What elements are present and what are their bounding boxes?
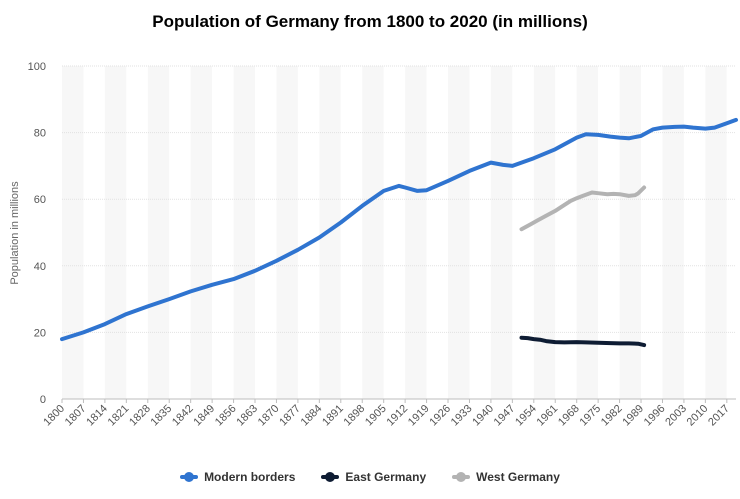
plot-band [512, 66, 534, 399]
plot-band [705, 66, 727, 399]
plot-band [62, 66, 84, 399]
x-tick-label: 1835 [149, 403, 175, 429]
x-tick-label: 1940 [470, 403, 496, 429]
legend-label: Modern borders [204, 470, 296, 484]
legend: Modern borders East Germany West Germany [0, 470, 740, 484]
x-tick-label: 1800 [41, 403, 67, 429]
plot-band [490, 66, 513, 399]
legend-item-modern-borders[interactable]: Modern borders [180, 470, 295, 484]
x-tick-label: 1807 [63, 403, 89, 429]
x-tick-label: 1884 [299, 403, 325, 429]
plot-band [619, 66, 642, 399]
plot-band [683, 66, 706, 399]
x-tick-label: 1870 [256, 403, 282, 429]
plot-band [104, 66, 127, 399]
x-tick-label: 1961 [535, 403, 561, 429]
x-tick-label: 2003 [663, 403, 689, 429]
legend-swatch [452, 472, 471, 482]
chart-title: Population of Germany from 1800 to 2020 … [152, 12, 588, 31]
plot-band [362, 66, 384, 399]
plot-band [598, 66, 620, 399]
plot-band [469, 66, 491, 399]
plot-band [662, 66, 684, 399]
x-tick-label: 1996 [642, 403, 668, 429]
x-tick-label: 1968 [556, 403, 582, 429]
legend-swatch [180, 472, 199, 482]
x-tick-label: 2010 [685, 403, 711, 429]
plot-band [383, 66, 406, 399]
y-tick-label: 60 [34, 194, 46, 206]
legend-label: East Germany [345, 470, 427, 484]
x-tick-label: 1891 [320, 403, 346, 429]
y-tick-label: 40 [34, 261, 46, 273]
y-axis-ticks: 0 20 40 60 80 100 [28, 61, 46, 406]
x-tick-label: 1842 [170, 403, 196, 429]
plot-band [641, 66, 663, 399]
x-tick-label: 2017 [706, 403, 732, 429]
x-tick-label: 1849 [191, 403, 217, 429]
y-tick-label: 80 [34, 128, 46, 140]
legend-label: West Germany [476, 470, 560, 484]
plot-band [340, 66, 363, 399]
plot-band [255, 66, 277, 399]
plot-band [576, 66, 599, 399]
x-tick-label: 1954 [513, 403, 539, 429]
series-line-modern-borders [60, 117, 738, 342]
plot-band [83, 66, 105, 399]
x-tick-label: 1982 [599, 403, 625, 429]
x-tick-label: 1863 [234, 403, 260, 429]
x-tick-label: 1898 [342, 403, 368, 429]
legend-swatch [321, 472, 340, 482]
series-line-west-germany [519, 185, 647, 232]
legend-item-west-germany[interactable]: West Germany [452, 470, 560, 484]
plot-band [297, 66, 320, 399]
plot-band [448, 66, 470, 399]
x-tick-label: 1912 [384, 403, 410, 429]
plot-band [147, 66, 170, 399]
y-tick-label: 0 [40, 394, 46, 406]
gridlines [62, 65, 736, 400]
series-line-east-germany [519, 335, 647, 348]
y-tick-label: 100 [28, 61, 46, 73]
x-axis-ticks: 1800180718141821182818351842184918561863… [41, 399, 732, 428]
x-tick-label: 1989 [620, 403, 646, 429]
plot-band [126, 66, 148, 399]
plot-band [190, 66, 213, 399]
plot-band [319, 66, 341, 399]
x-tick-label: 1926 [427, 403, 453, 429]
plot-background-bands [62, 66, 736, 399]
x-tick-label: 1975 [577, 403, 603, 429]
plot-band [426, 66, 449, 399]
x-tick-label: 1856 [213, 403, 239, 429]
x-tick-label: 1933 [449, 403, 475, 429]
x-tick-label: 1919 [406, 403, 432, 429]
plot-band [726, 66, 736, 399]
x-tick-label: 1905 [363, 403, 389, 429]
y-tick-label: 20 [34, 327, 46, 339]
plot-band [233, 66, 256, 399]
y-axis-title: Population in millions [9, 181, 21, 285]
plot-band [276, 66, 298, 399]
plot-band [212, 66, 234, 399]
x-tick-label: 1947 [492, 403, 518, 429]
plot-band [533, 66, 556, 399]
plot-band [405, 66, 427, 399]
x-tick-label: 1821 [106, 403, 132, 429]
legend-item-east-germany[interactable]: East Germany [321, 470, 426, 484]
plot-band [169, 66, 191, 399]
series-layer [60, 117, 738, 348]
x-tick-label: 1828 [127, 403, 153, 429]
plot-band [555, 66, 577, 399]
x-tick-label: 1877 [277, 403, 303, 429]
x-tick-label: 1814 [84, 403, 110, 429]
